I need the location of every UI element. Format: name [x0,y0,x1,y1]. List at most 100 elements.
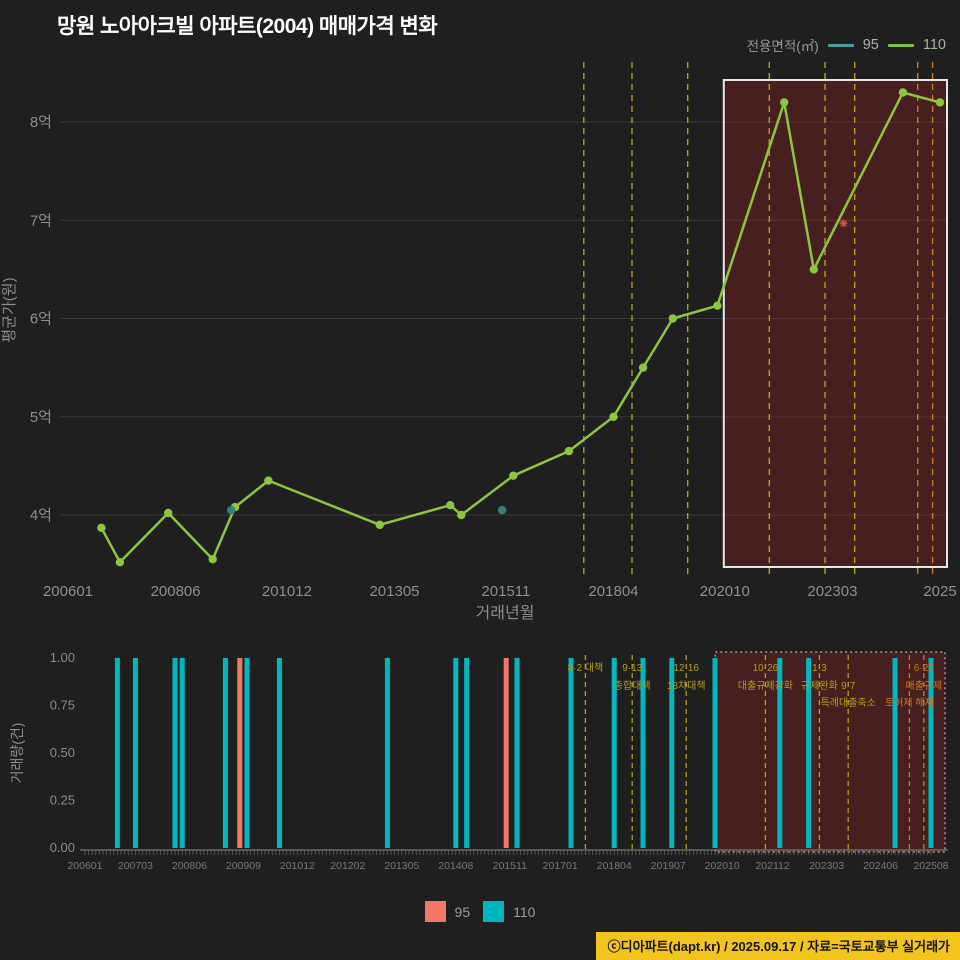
volume-bar-110 [172,658,178,848]
volume-bar-chart: 거래량(건) 1.00 0.75 0.50 0.25 0.00 8·2 대책 9·13 종합대… [9,650,949,872]
data-point-110 [780,98,789,107]
bottom-legend-value-110: 110 [513,903,536,920]
volume-x-tick-label: 200806 [172,860,207,872]
data-point-110 [668,314,677,323]
volume-bar-110 [179,658,185,848]
annotation-marker [839,219,848,228]
volume-bar-110 [640,658,646,848]
volume-x-tick-label: 201202 [330,860,365,872]
volume-x-tick-label: 200601 [67,860,102,872]
volume-y-tick-label: 0.00 [50,840,75,855]
price-line-chart: 평균가(원) 거래년월 4억 5억 6억 7억 8억 200601 200806 201012… [1,62,957,622]
data-point-110 [375,520,384,529]
volume-x-tick-label: 201511 [493,860,527,872]
volume-bar-110 [464,658,470,848]
volume-bar-110 [114,658,120,848]
price-y-tick-label: 7억 [30,212,52,229]
volume-bar-110 [611,658,617,848]
volume-bar-110 [384,658,390,848]
volume-bar-110 [568,658,574,848]
legend-title: 전용면적(㎡) [746,39,819,54]
data-point-110 [564,446,574,456]
data-point-95 [497,505,507,515]
price-y-axis-title: 평균가(원) [1,277,18,342]
policy-label: 9·7 [841,681,856,692]
legend-swatch-110-icon [483,901,505,922]
volume-bar-110 [132,658,138,848]
volume-y-tick-label: 0.25 [50,793,75,808]
policy-label: 8·2 대책 [568,662,604,674]
policy-label: 6·27 [914,663,934,674]
volume-x-tick-label: 200703 [118,860,153,872]
volume-x-tick-label: 202508 [913,860,948,872]
policy-label: 특례대출축소 [821,697,876,709]
volume-bar-110 [514,658,520,848]
price-y-tick-label: 4억 [30,507,52,524]
price-x-tick-label: 201804 [588,583,638,600]
data-point-110 [115,558,125,567]
data-point-95 [227,505,236,515]
volume-bar-110 [244,658,250,848]
volume-bar-110 [892,658,898,848]
price-x-tick-label: 202010 [700,583,750,600]
volume-x-tick-label: 201907 [651,860,686,872]
policy-label: 규제완화 [801,680,838,692]
volume-bar-95 [503,658,509,848]
bottom-legend-item-95: 95 [424,901,470,922]
data-point-110 [809,265,818,274]
policy-label: 18차대책 [667,680,706,692]
data-point-110 [713,301,722,310]
volume-bar-110 [928,658,934,848]
volume-x-tick-label: 201305 [384,860,419,872]
volume-x-tick-label: 202303 [809,860,844,872]
volume-bar-110 [222,658,228,848]
data-point-110 [509,471,518,480]
price-y-tick-label: 5억 [30,409,52,426]
policy-label: 대출규제강화 [738,680,793,692]
price-x-tick-label: 202303 [807,583,857,600]
price-x-tick-label: 200601 [43,583,93,600]
volume-bar-110 [806,658,812,848]
legend-line-110-icon [887,43,914,47]
policy-label: 1·3 [812,663,827,674]
data-point-110 [457,510,466,520]
attribution-footer: ⓒ디아파트(dapt.kr) / 2025.09.17 / 자료=국토교통부 실… [595,932,960,960]
volume-y-tick-label: 1.00 [50,650,75,665]
data-point-110 [609,412,618,421]
price-x-tick-label: 2025 [923,583,956,600]
data-point-110 [898,88,908,97]
volume-y-tick-label: 0.50 [50,745,75,760]
bottom-legend: 95 110 [0,901,960,922]
volume-bar-110 [453,658,459,848]
data-point-110 [638,363,648,372]
policy-label: 12·16 [673,663,699,674]
legend-value-95: 95 [862,37,879,53]
volume-bar-110 [669,658,675,848]
volume-bar-110 [712,658,718,848]
volume-y-tick-label: 0.75 [50,698,75,713]
volume-x-tick-label: 202112 [755,860,789,872]
data-point-110 [935,98,945,107]
volume-x-tick-label: 201804 [597,860,632,872]
volume-x-tick-label: 201701 [543,860,578,872]
data-point-110 [97,523,106,532]
price-x-axis-title: 거래년월 [476,604,535,622]
price-y-tick-label: 6억 [30,311,52,328]
data-point-110 [208,555,217,564]
data-point-110 [264,476,273,485]
price-x-tick-label: 201305 [369,583,419,600]
volume-x-tick-label: 201408 [438,860,473,872]
volume-x-tick-label: 201012 [280,860,315,872]
volume-bar-110 [276,658,282,848]
policy-label: 10·26 [753,663,779,674]
price-y-tick-label: 8억 [30,114,52,131]
legend-line-95-icon [827,43,854,47]
legend-swatch-95-icon [424,901,446,922]
volume-bar-110 [777,658,783,848]
policy-label: 9·13 [622,663,642,674]
highlight-region [714,651,946,853]
price-x-tick-label: 201511 [481,583,530,600]
price-x-tick-label: 201012 [262,583,312,600]
highlight-region [722,79,948,568]
